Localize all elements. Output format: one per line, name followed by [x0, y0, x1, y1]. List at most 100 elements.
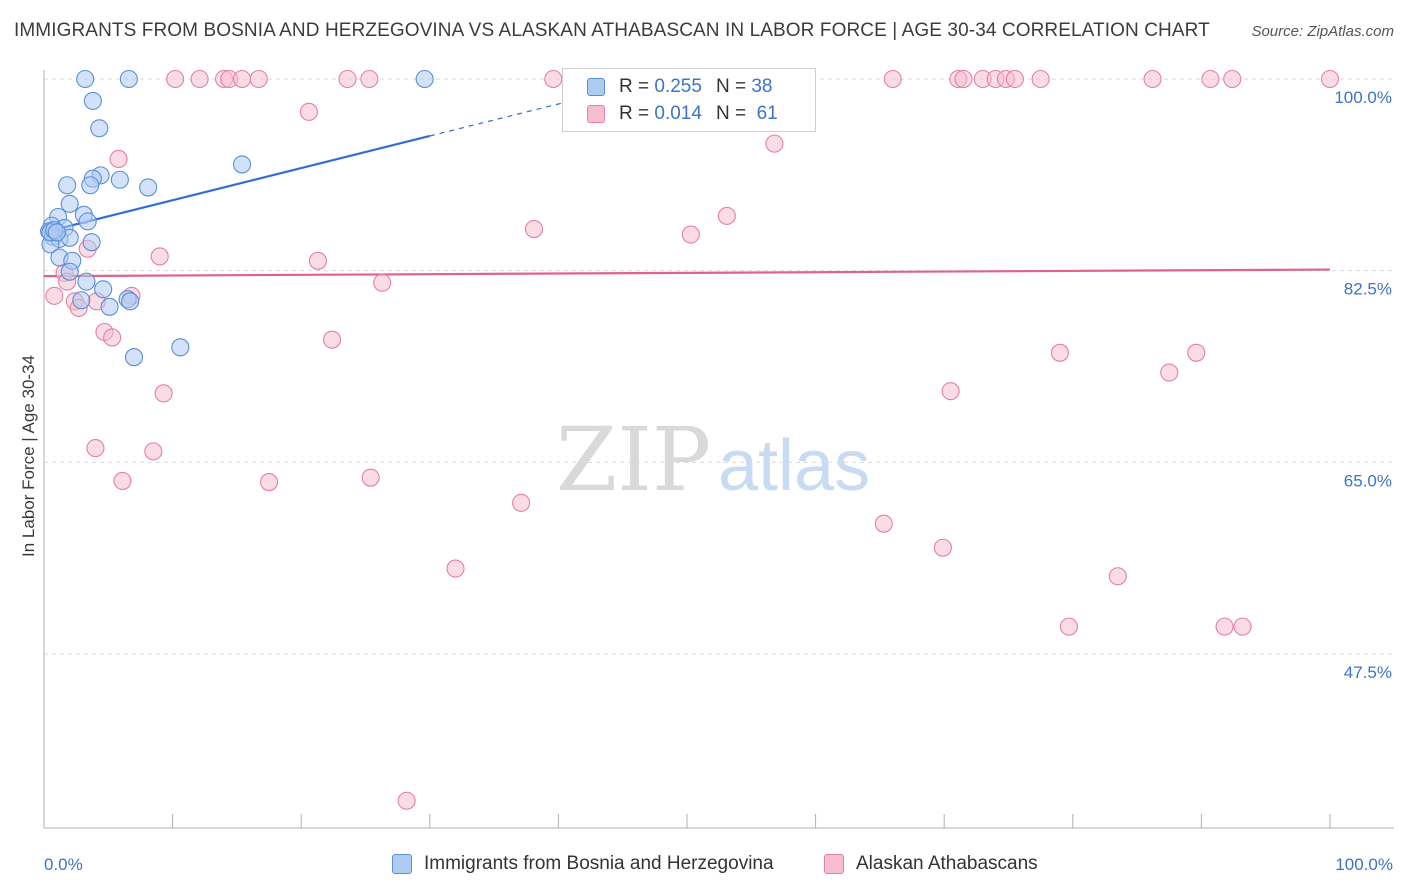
data-point-pink: [1187, 343, 1206, 362]
data-point-pink: [361, 468, 380, 487]
data-point-pink: [1223, 69, 1242, 89]
data-point-pink: [1059, 617, 1078, 636]
y-axis-label: In Labor Force | Age 30-34: [19, 355, 38, 557]
trend-lines: [43, 97, 1331, 278]
data-point-blue: [94, 280, 113, 299]
bottom-legend-item-pink: Alaskan Athabascans: [824, 850, 1038, 878]
data-point-blue: [83, 91, 102, 110]
data-point-pink: [150, 247, 169, 266]
data-point-pink: [933, 538, 952, 557]
bottom-legend-swatch-blue: [392, 854, 412, 874]
legend-r-label: R =: [619, 103, 650, 124]
trend-line-pink: [43, 268, 1331, 278]
trend-line-blue-extension: [429, 97, 585, 137]
bottom-legend-label-pink: Alaskan Athabascans: [856, 853, 1038, 874]
data-point-pink: [544, 69, 563, 89]
data-point-blue: [124, 348, 144, 367]
legend-swatch-blue: [587, 78, 605, 96]
data-points: [40, 69, 1340, 810]
data-point-pink: [338, 69, 357, 89]
data-point-blue: [60, 262, 79, 281]
y-tick-label: 47.5%: [1344, 663, 1392, 682]
legend-n-label: N =: [715, 76, 747, 97]
data-point-pink: [1320, 69, 1340, 89]
data-point-pink: [874, 514, 893, 533]
legend-n-label: N =: [715, 103, 747, 124]
data-point-blue: [58, 176, 77, 195]
chart-title: IMMIGRANTS FROM BOSNIA AND HERZEGOVINA V…: [14, 20, 1210, 41]
data-point-pink: [1143, 69, 1162, 89]
data-point-blue: [77, 272, 96, 291]
data-point-pink: [45, 286, 64, 305]
source-label: Source: ZipAtlas.com: [1251, 23, 1394, 40]
data-point-pink: [190, 69, 209, 89]
data-point-pink: [883, 69, 902, 89]
data-point-blue: [81, 176, 100, 195]
legend-row-blue: R = 0.255 N = 38: [563, 74, 772, 100]
data-point-pink: [1005, 69, 1024, 89]
data-point-blue: [171, 338, 190, 357]
data-point-pink: [524, 219, 544, 239]
y-tick-label: 65.0%: [1344, 471, 1392, 490]
data-point-pink: [941, 382, 960, 401]
data-point-pink: [681, 225, 700, 244]
bottom-legend-label-blue: Immigrants from Bosnia and Herzegovina: [424, 853, 774, 874]
data-point-blue: [121, 292, 140, 311]
data-point-pink: [259, 472, 279, 492]
data-point-pink: [109, 149, 128, 169]
data-point-pink: [299, 102, 318, 121]
data-point-pink: [323, 330, 342, 349]
legend-r-value-blue: 0.255: [654, 76, 702, 97]
data-point-pink: [113, 471, 132, 491]
data-point-blue: [415, 69, 434, 89]
data-point-pink: [717, 206, 736, 225]
data-point-pink: [1215, 617, 1234, 636]
data-point-pink: [1050, 343, 1069, 362]
data-point-blue: [78, 212, 97, 231]
bottom-legend-swatch-pink: [824, 854, 844, 874]
watermark-atlas: atlas: [718, 426, 870, 506]
data-point-pink: [86, 439, 105, 458]
data-point-pink: [308, 251, 327, 270]
data-point-pink: [373, 273, 392, 292]
data-point-blue: [60, 194, 79, 213]
data-point-blue: [76, 69, 95, 89]
data-point-pink: [249, 69, 268, 89]
data-point-pink: [103, 328, 122, 347]
data-point-blue: [90, 119, 109, 138]
axes: [43, 70, 1394, 829]
data-point-blue: [100, 297, 119, 316]
bottom-legend-item-blue: Immigrants from Bosnia and Herzegovina: [392, 850, 774, 878]
data-point-blue: [119, 69, 138, 89]
data-point-pink: [512, 493, 531, 512]
data-point-blue: [110, 170, 129, 189]
data-point-pink: [1108, 567, 1127, 586]
tick-labels: 47.5% 65.0% 82.5% 100.0% 0.0% 100.0%: [44, 88, 1393, 874]
legend-r-label: R =: [619, 76, 650, 97]
data-point-pink: [154, 384, 173, 403]
data-point-pink: [144, 442, 163, 461]
data-point-blue: [72, 291, 91, 310]
data-point-pink: [1031, 69, 1050, 89]
legend-n-value-blue: 38: [751, 76, 773, 97]
x-tick-label: 100.0%: [1335, 855, 1393, 874]
y-tick-label: 82.5%: [1344, 280, 1392, 299]
data-point-pink: [232, 69, 252, 89]
data-point-pink: [954, 69, 973, 89]
legend-row-pink: R = 0.014 N = 61: [563, 101, 778, 127]
data-point-blue: [82, 233, 101, 252]
data-point-pink: [166, 69, 185, 89]
data-point-pink: [1233, 617, 1252, 636]
legend-swatch-pink: [587, 105, 605, 123]
data-point-blue: [232, 155, 252, 174]
watermark-zip: ZIP: [556, 408, 711, 511]
data-point-pink: [1160, 363, 1179, 382]
data-point-pink: [1201, 69, 1220, 89]
data-point-pink: [446, 559, 465, 578]
data-point-pink: [397, 791, 416, 810]
legend-n-value-pink: 61: [756, 103, 778, 124]
trend-line-blue: [43, 134, 431, 234]
data-point-pink: [765, 134, 784, 153]
y-tick-label: 100.0%: [1334, 88, 1392, 107]
data-point-pink: [360, 69, 379, 89]
